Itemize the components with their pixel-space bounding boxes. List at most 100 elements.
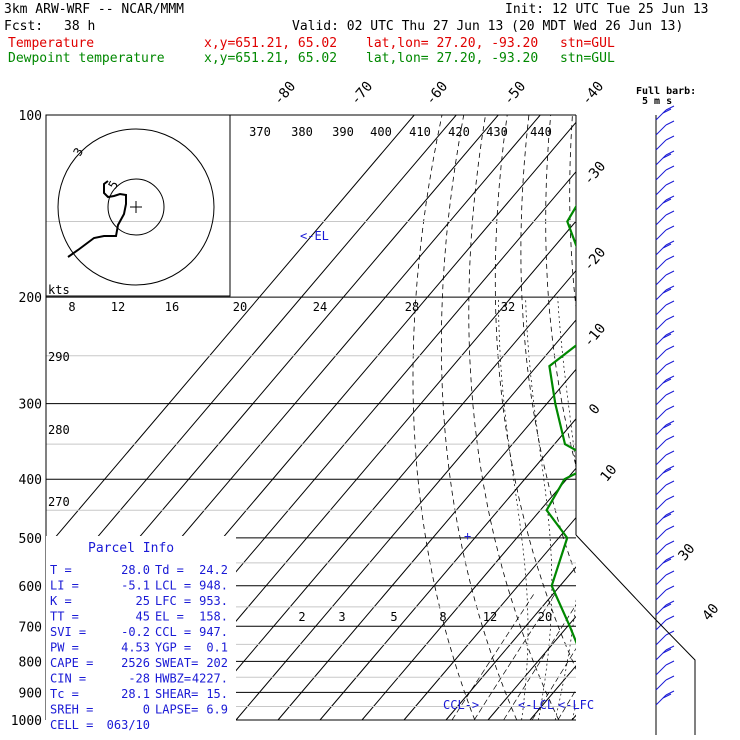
wind-barb-flag [665, 255, 675, 261]
speed-scale-label: 32 [501, 300, 515, 314]
wind-barb-flag [665, 360, 675, 366]
wind-barb [655, 169, 667, 181]
wind-barb [655, 154, 667, 166]
parcel-value: 947. [199, 625, 228, 639]
parcel-label: CCL = [155, 625, 191, 639]
wind-barb [655, 664, 667, 676]
wind-barb-flag [665, 600, 675, 606]
dry-adiabat-line [593, 115, 740, 720]
wind-barb-flag [662, 153, 672, 159]
wind-barb [655, 319, 667, 331]
dewpoint-legend: Dewpoint temperature [8, 51, 165, 66]
isotherm-tick-label: -60 [423, 79, 452, 109]
wind-barb-flag [662, 198, 672, 204]
model-title: 3km ARW-WRF -- NCAR/MMM [4, 2, 185, 17]
wind-barb-flag [665, 345, 675, 351]
wind-barb-flag [662, 243, 672, 249]
moist-adiabat-line [498, 297, 529, 721]
pressure-tick-label: 800 [19, 655, 42, 670]
wind-barb-flag [662, 288, 672, 294]
temperature-latlon: lat,lon= 27.20, -93.20 [366, 36, 539, 51]
mixing-ratio-line [473, 594, 555, 721]
wind-barb [655, 529, 667, 541]
wind-barb-flag [665, 435, 675, 441]
parcel-value: 0.1 [206, 641, 228, 655]
mixing-ratio-label: 5 [390, 610, 397, 624]
theta-label: 390 [332, 125, 354, 139]
wind-barb-flag [665, 615, 675, 621]
moist-adiabat-line [589, 297, 650, 720]
dry-adiabat-line [725, 115, 740, 720]
parcel-label: SHEAR= [155, 687, 198, 701]
kts-label: kts [48, 283, 70, 297]
parcel-value: 2526 [121, 656, 150, 670]
isotherm-line [193, 269, 576, 721]
wind-barb-flag [665, 405, 675, 411]
mixing-ratio-line [503, 604, 576, 721]
theta-label: 430 [486, 125, 508, 139]
isotherm-line [614, 115, 740, 720]
isotherm-tick-label: -30 [581, 159, 610, 189]
moist-adiabat-line [622, 297, 740, 720]
isotherm-line [151, 220, 576, 721]
wind-barb-flag [662, 423, 672, 429]
wind-barb-flag [665, 330, 675, 336]
dry-adiabat-line [681, 115, 740, 720]
fcst-value: 38 h [64, 19, 96, 34]
parcel-value: 28.1 [121, 687, 150, 701]
speed-scale-label: 16 [165, 300, 179, 314]
isotherm-tick-label: 10 [597, 462, 620, 485]
parcel-value: 202 [206, 656, 228, 670]
parcel-label: LI = [50, 579, 79, 593]
parcel-label: CELL = [50, 718, 93, 732]
wind-barb [655, 139, 667, 151]
pressure-tick-label: 400 [19, 473, 42, 488]
parcel-info-title: Parcel Info [88, 541, 174, 556]
wind-barb [655, 484, 667, 496]
dewpoint-xy: x,y=651.21, 65.02 [204, 51, 338, 66]
hodograph-ring-label: 5 [105, 178, 121, 191]
wind-barb-flag [665, 630, 675, 636]
parcel-info-background [46, 536, 236, 732]
wind-barb-flag [665, 570, 675, 576]
wind-barb-flag [665, 555, 675, 561]
wind-barb [655, 214, 667, 226]
wind-barb [655, 304, 667, 316]
isotherm-tick-label: -80 [271, 79, 300, 109]
isotherm-tick-label: -70 [348, 79, 377, 109]
wind-barb [655, 184, 667, 196]
wind-barb [655, 559, 667, 571]
theta-label: 370 [249, 125, 271, 139]
mixing-ratio-line [451, 594, 534, 721]
moist-adiabat-line [554, 297, 576, 721]
wind-barb [655, 649, 667, 661]
speed-scale-label: 20 [233, 300, 247, 314]
dry-adiabat-line [569, 115, 576, 311]
isotherm-tick-label: 40 [699, 601, 722, 624]
parcel-label: SREH = [50, 703, 93, 717]
mixing-ratio-line [557, 689, 576, 721]
wind-barb [655, 394, 667, 406]
moist-adiabat-line [606, 297, 696, 720]
wind-barb-flag [665, 105, 675, 111]
wind-barb [655, 349, 667, 361]
isotherm-line [277, 368, 576, 721]
mixing-ratio-label: 3 [338, 610, 345, 624]
wind-barb-flag [665, 180, 675, 186]
valid-time: Valid: 02 UTC Thu 27 Jun 13 (20 MDT Wed … [292, 19, 684, 34]
wind-barb [655, 574, 667, 586]
speed-scale-label: 12 [111, 300, 125, 314]
hodograph-ring-inner [107, 178, 165, 236]
left-theta-label: 280 [48, 423, 70, 437]
isotherm-line [403, 516, 576, 721]
wind-barb [655, 469, 667, 481]
wind-barb-flag [665, 465, 675, 471]
pressure-tick-label: 200 [19, 291, 42, 306]
wind-barb [655, 379, 667, 391]
wind-barb-flag [665, 510, 675, 516]
speed-scale-label: 28 [405, 300, 419, 314]
wind-barb-flag [665, 495, 675, 501]
parcel-label: HWBZ= [155, 672, 191, 686]
wind-barb [655, 634, 667, 646]
